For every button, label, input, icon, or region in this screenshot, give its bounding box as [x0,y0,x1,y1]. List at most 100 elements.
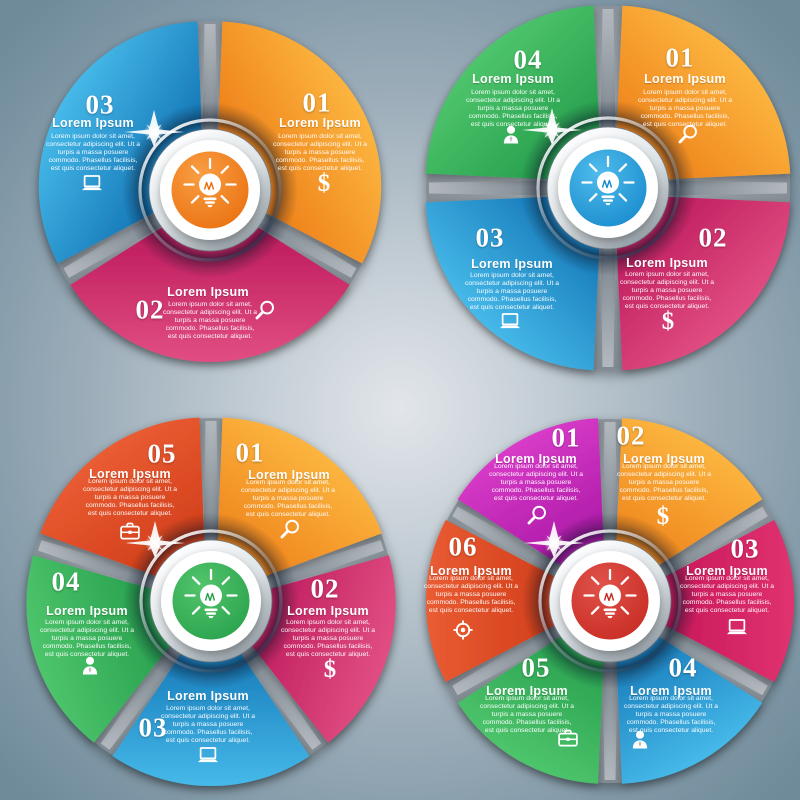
sparkle-flare [522,108,582,145]
segment-03 [618,520,795,682]
chart-four-segments-graphic [425,5,791,371]
segment-number: 03 [138,712,168,743]
svg-text:$: $ [657,503,669,530]
segment-number: 03 [730,533,760,564]
search-icon [675,121,701,147]
segment-body: Lorem ipsum dolor sit amet, consectetur … [423,574,519,615]
segment-title: Lorem Ipsum [623,452,705,466]
hub-glass-ring [138,118,282,262]
search-icon [524,502,550,528]
segment-number: 05 [147,438,177,469]
segment-number: 01 [551,422,581,453]
segment-body: Lorem ipsum dolor sit amet, consectetur … [39,618,135,659]
segment-body: Lorem ipsum dolor sit amet, consectetur … [679,574,775,615]
laptop-icon [497,308,523,334]
hub-glass-ring [538,529,682,673]
segment-body: Lorem ipsum dolor sit amet, consectetur … [240,478,336,519]
dollar-icon: $ [317,656,343,683]
laptop-icon [79,170,105,196]
segment-number: 04 [51,566,81,597]
segment-number: 02 [310,573,340,604]
chart-six-segments: 01 Lorem Ipsum Lorem ipsum dolor sit ame… [390,381,800,800]
hub-glass-ring [139,529,283,673]
segment-title: Lorem Ipsum [486,684,568,698]
dollar-icon: $ [650,503,676,530]
laptop-icon [195,742,221,768]
segment-number: 01 [235,437,265,468]
segment-title: Lorem Ipsum [279,116,361,130]
sparkle-flare [524,521,584,558]
segment-number: 03 [85,89,115,120]
segment-body: Lorem ipsum dolor sit amet, consectetur … [464,271,560,312]
segment-title: Lorem Ipsum [471,257,553,271]
segment-title: Lorem Ipsum [52,116,134,130]
segment-title: Lorem Ipsum [167,285,249,299]
segment-title: Lorem Ipsum [287,604,369,618]
dollar-icon: $ [655,308,681,335]
target-icon [450,617,476,643]
segment-title: Lorem Ipsum [686,564,768,578]
lightbulb-icon [581,155,635,206]
svg-text:$: $ [324,656,336,683]
chart-four-segments: 01 Lorem Ipsum Lorem ipsum dolor sit ame… [388,0,800,408]
laptop-icon [724,614,750,640]
sparkle-flare [125,521,185,558]
segment-body: Lorem ipsum dolor sit amet, consectetur … [488,462,584,503]
segment-body: Lorem ipsum dolor sit amet, consectetur … [162,300,258,341]
chart-three-segments-graphic [38,21,382,362]
segment-number: 04 [513,44,543,75]
segment-title: Lorem Ipsum [430,564,512,578]
svg-text:$: $ [662,308,674,335]
segment-body: Lorem ipsum dolor sit amet, consectetur … [272,132,368,173]
segment-body: Lorem ipsum dolor sit amet, consectetur … [160,704,256,745]
search-icon [277,516,303,542]
user-icon [498,122,524,148]
segment-02 [70,197,350,362]
sparkle-flare [124,110,184,147]
chart-five-segments-graphic [26,417,396,787]
chart-three-segments: 01 Lorem Ipsum Lorem ipsum dolor sit ame… [0,0,430,410]
segment-number: 04 [668,652,698,683]
segment-title: Lorem Ipsum [626,256,708,270]
segment-number: 01 [665,42,695,73]
segment-title: Lorem Ipsum [89,467,171,481]
briefcase-icon [117,518,143,544]
segment-number: 02 [616,420,646,451]
user-icon [77,653,103,679]
lightbulb-icon [183,157,237,208]
segment-body: Lorem ipsum dolor sit amet, consectetur … [616,462,712,503]
segment-body: Lorem ipsum dolor sit amet, consectetur … [280,618,376,659]
user-icon [627,727,653,753]
lightbulb-icon [583,568,637,619]
search-icon [252,297,278,323]
segment-title: Lorem Ipsum [495,452,577,466]
segment-body: Lorem ipsum dolor sit amet, consectetur … [479,694,575,735]
segment-title: Lorem Ipsum [472,72,554,86]
segment-body: Lorem ipsum dolor sit amet, consectetur … [82,477,178,518]
dollar-icon: $ [311,170,337,197]
segment-body: Lorem ipsum dolor sit amet, consectetur … [45,132,141,173]
segment-title: Lorem Ipsum [630,684,712,698]
svg-text:$: $ [318,170,330,197]
segment-title: Lorem Ipsum [248,468,330,482]
segment-number: 03 [475,222,505,253]
segment-number: 01 [302,87,332,118]
lightbulb-icon [184,568,238,619]
segment-body: Lorem ipsum dolor sit amet, consectetur … [619,270,715,311]
segment-title: Lorem Ipsum [167,689,249,703]
segment-body: Lorem ipsum dolor sit amet, consectetur … [637,88,733,129]
segment-number: 05 [521,652,551,683]
chart-six-segments-graphic [425,418,795,784]
chart-five-segments: 01 Lorem Ipsum Lorem ipsum dolor sit ame… [0,381,431,800]
briefcase-icon [555,725,581,751]
segment-03 [112,609,310,787]
segment-body: Lorem ipsum dolor sit amet, consectetur … [465,88,561,129]
segment-number: 02 [698,222,728,253]
segment-title: Lorem Ipsum [644,72,726,86]
segment-title: Lorem Ipsum [46,604,128,618]
hub-glass-ring [536,116,680,260]
segment-number: 06 [448,531,478,562]
segment-06 [425,520,602,682]
segment-number: 02 [135,294,165,325]
